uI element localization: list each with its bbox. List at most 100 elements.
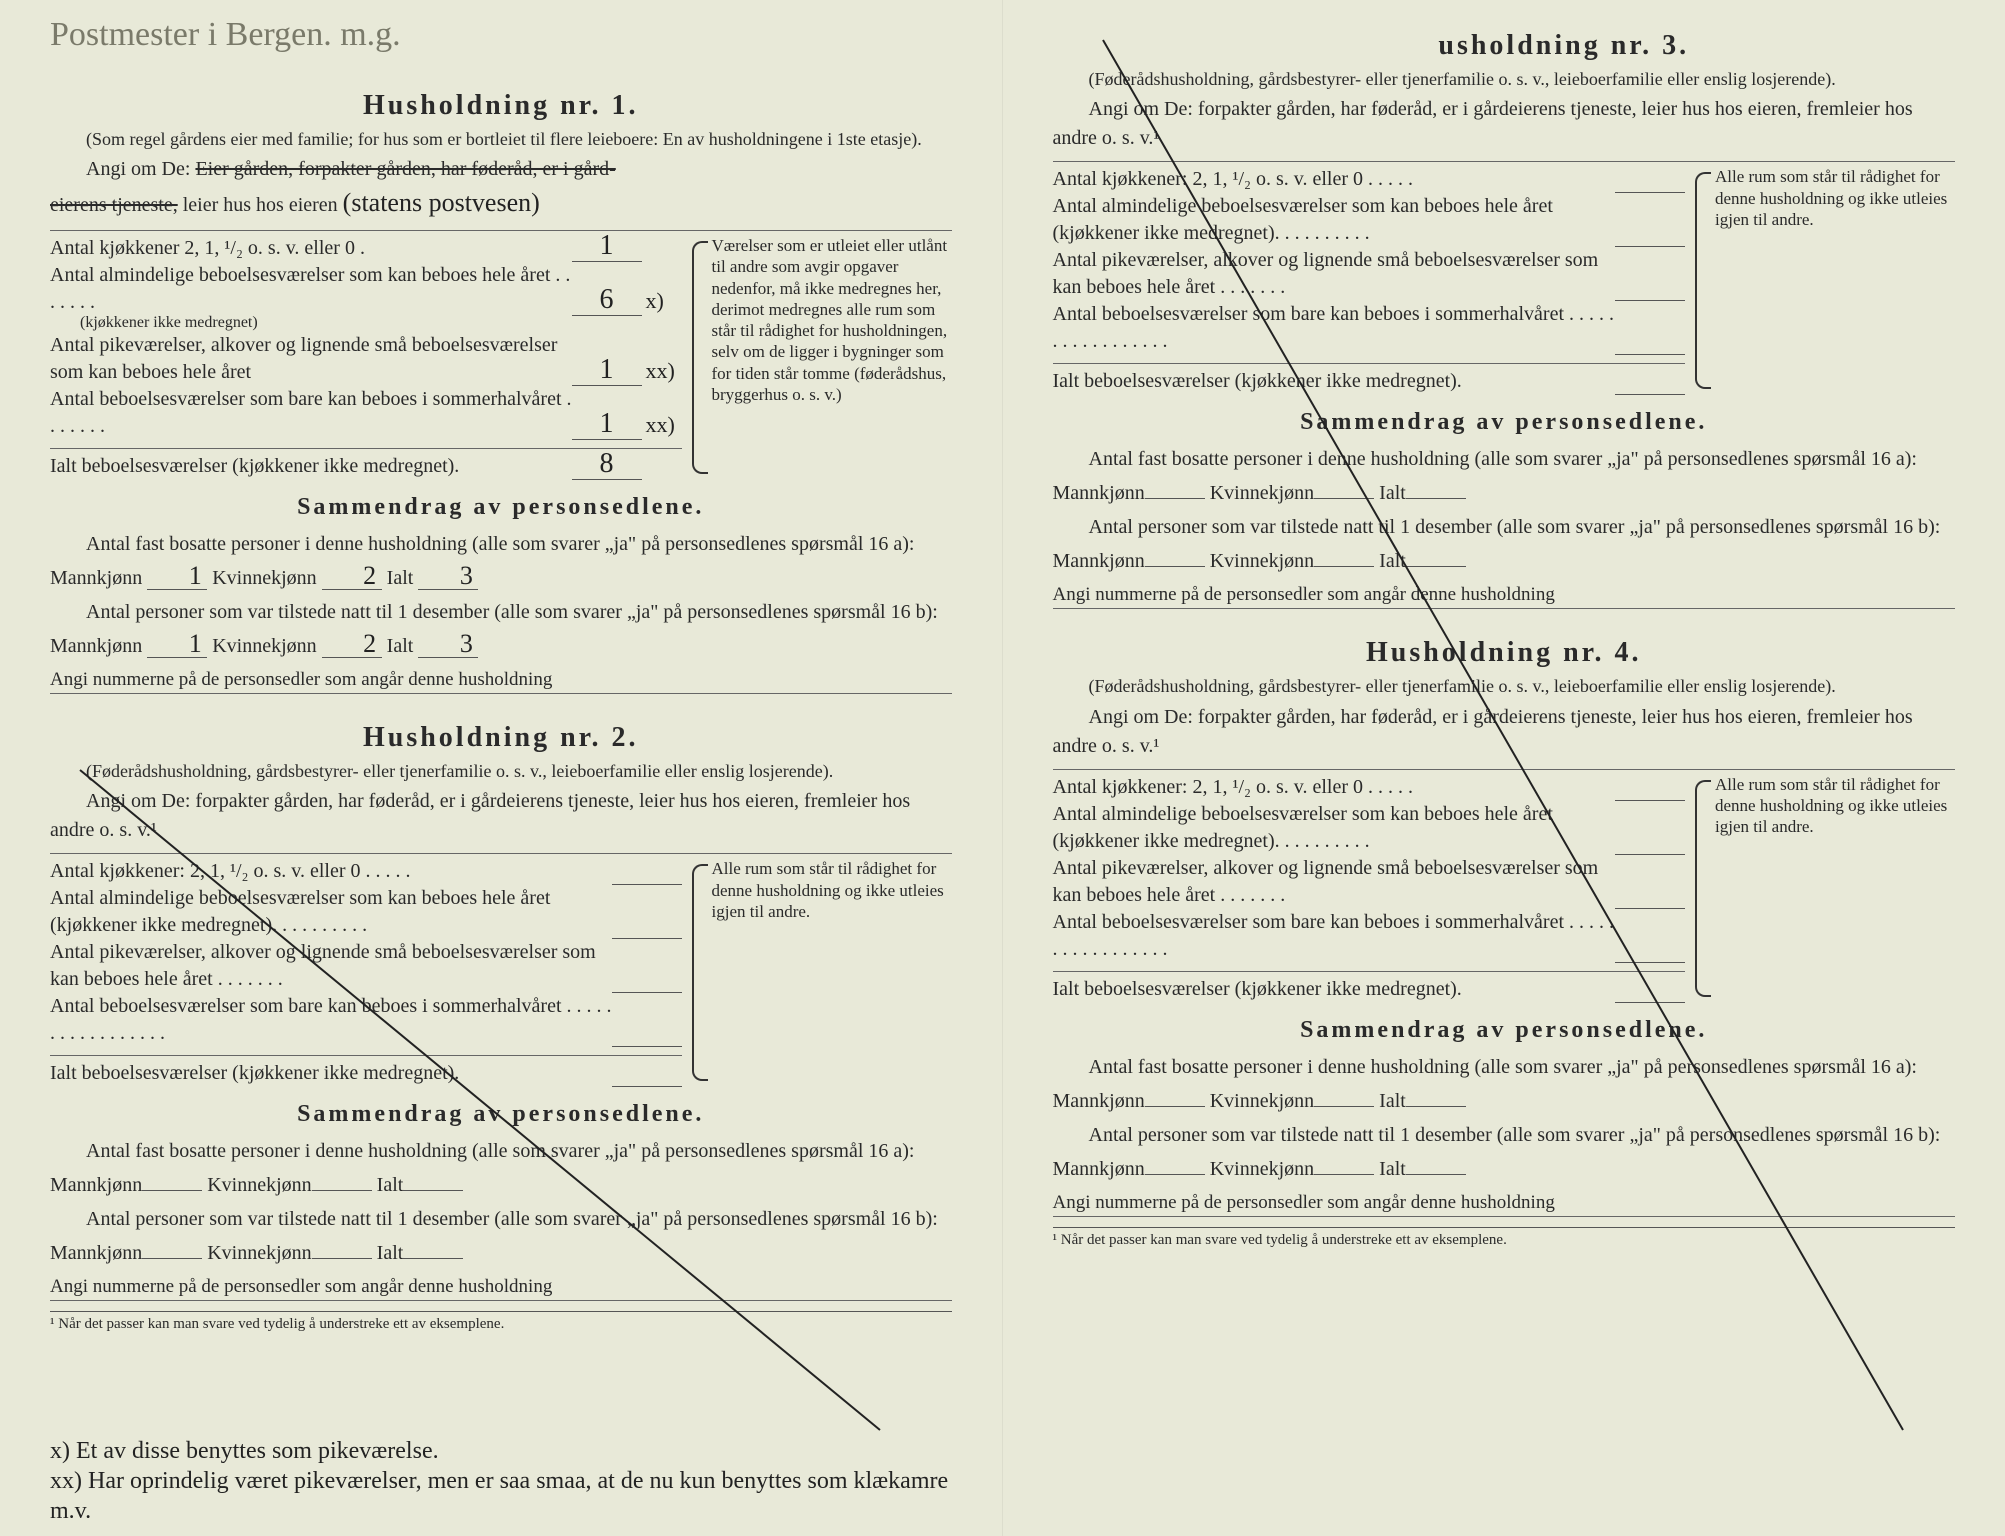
- hh4-kjokken-val: [1615, 774, 1685, 801]
- hh1-ialt-row: Ialt beboelsesværelser (kjøkkener ikke m…: [50, 453, 682, 480]
- hh2-m16b: [142, 1236, 202, 1259]
- hh1-line2: eierens tjeneste, leier hus hos eieren (…: [50, 184, 952, 222]
- hh1-kv-label-b: Kvinnekjønn: [212, 635, 316, 657]
- hh4-angi-text: Angi om De: forpakter gården, har føderå…: [1053, 706, 1913, 757]
- hh3-row3-val: [1615, 328, 1685, 355]
- household-2: Husholdning nr. 2. (Føderådshusholdning,…: [50, 722, 952, 1333]
- hh2-k16b: [312, 1236, 372, 1259]
- hh2-kjokken-val: [612, 858, 682, 885]
- hh3-m16a: [1145, 476, 1205, 499]
- hh2-m16a: [142, 1168, 202, 1191]
- hh2-anginum: Angi nummerne på de personsedler som ang…: [50, 1276, 952, 1301]
- hh3-row2-label: Antal pikeværelser, alkover og lignende …: [1053, 247, 1616, 301]
- hh2-sum-title: Sammendrag av personsedlene.: [50, 1101, 952, 1128]
- hh1-ialt-label: Ialt beboelsesværelser (kjøkkener ikke m…: [50, 453, 572, 480]
- hh1-angi: Angi om De: Eier gården, forpakter gårde…: [50, 155, 952, 184]
- household-1: Husholdning nr. 1. (Som regel gårdens ei…: [50, 90, 952, 694]
- hh4-kv-a: Kvinnekjønn: [1210, 1090, 1314, 1112]
- hh4-ialt-row: Ialt beboelsesværelser (kjøkkener ikke m…: [1053, 976, 1686, 1003]
- hh1-row3-text: Antal beboelsesværelser som bare kan beb…: [50, 388, 562, 410]
- hh3-note: (Føderådshusholdning, gårdsbestyrer- ell…: [1053, 68, 1956, 91]
- hh1-row1-sub: (kjøkkener ikke medregnet): [80, 314, 682, 332]
- hh2-row1-val: [612, 912, 682, 939]
- hh4-ialt-label: Ialt beboelsesværelser (kjøkkener ikke m…: [1053, 976, 1616, 1003]
- hh1-sum16a: Antal fast bosatte personer i denne hush…: [50, 527, 952, 595]
- hh1-kjokken-val: 1: [572, 235, 642, 262]
- hh4-row1-label: Antal almindelige beboelsesværelser som …: [1053, 801, 1616, 855]
- hh1-row3: Antal beboelsesværelser som bare kan beb…: [50, 386, 682, 440]
- hh4-row1-val: [1615, 828, 1685, 855]
- hh3-section: Antal kjøkkener: 2, 1, ¹/₂ o. s. v. elle…: [1053, 166, 1956, 395]
- hh2-k16a: [312, 1168, 372, 1191]
- hh1-strike2: eierens tjeneste,: [50, 194, 178, 216]
- hh3-angi-text: Angi om De: forpakter gården, har føderå…: [1053, 98, 1913, 149]
- footnote-left: ¹ Når det passer kan man svare ved tydel…: [50, 1311, 952, 1333]
- hh1-ialt-label-b: Ialt: [387, 635, 414, 657]
- hh3-k16a: [1314, 476, 1374, 499]
- hh1-left-block: Antal kjøkkener 2, 1, ¹/₂ o. s. v. eller…: [50, 235, 682, 480]
- household-3: usholdning nr. 3. (Føderådshusholdning, …: [1053, 30, 1956, 609]
- hh2-ialt-val: [612, 1060, 682, 1087]
- rule-5: [1053, 161, 1956, 162]
- hh1-i16a: 3: [418, 567, 478, 590]
- hh3-ialt-val: [1615, 368, 1685, 395]
- hh1-note: (Som regel gårdens eier med familie; for…: [50, 128, 952, 151]
- hh4-kv-b: Kvinnekjønn: [1210, 1158, 1314, 1180]
- hh4-m16b: [1145, 1152, 1205, 1175]
- hh2-ialt-a: Ialt: [377, 1174, 404, 1196]
- hh3-row1-label: Antal almindelige beboelsesværelser som …: [1053, 193, 1616, 247]
- hh1-angi-label: Angi om De:: [86, 158, 190, 180]
- hand-top-text: Postmester i Bergen. m.g.: [50, 16, 401, 53]
- hh1-title: Husholdning nr. 1.: [50, 90, 952, 122]
- hh1-leier: leier hus hos eieren: [183, 194, 338, 216]
- hh2-row2: Antal pikeværelser, alkover og lignende …: [50, 939, 682, 993]
- hh1-row1-ann: x): [642, 286, 682, 316]
- handwriting-bottom: x) Et av disse benyttes som pikeværelse.…: [50, 1436, 952, 1526]
- hh3-ialt-a: Ialt: [1379, 482, 1406, 504]
- rule-3: [50, 853, 952, 854]
- hh4-row2-label: Antal pikeværelser, alkover og lignende …: [1053, 855, 1616, 909]
- hh1-row1-val: 6: [572, 289, 642, 316]
- hh4-kjokken-label: Antal kjøkkener: 2, 1, ¹/₂ o. s. v. elle…: [1053, 774, 1616, 801]
- rule-2: [50, 448, 682, 449]
- hh3-k16b: [1314, 544, 1374, 567]
- hand-bottom-1: x) Et av disse benyttes som pikeværelse.: [50, 1436, 952, 1466]
- hh3-row2: Antal pikeværelser, alkover og lignende …: [1053, 247, 1686, 301]
- hh4-sum-title: Sammendrag av personsedlene.: [1053, 1017, 1956, 1044]
- hh1-kjokken-row: Antal kjøkkener 2, 1, ¹/₂ o. s. v. eller…: [50, 235, 682, 262]
- hh2-angi-text: Angi om De: forpakter gården, har føderå…: [50, 790, 910, 841]
- hh3-angi: Angi om De: forpakter gården, har føderå…: [1053, 95, 1956, 153]
- hh1-kjokken-label: Antal kjøkkener 2, 1, ¹/₂ o. s. v. eller…: [50, 235, 572, 262]
- hh3-sum16b: Antal personer som var tilstede natt til…: [1053, 510, 1956, 578]
- hh3-ialt-row: Ialt beboelsesværelser (kjøkkener ikke m…: [1053, 368, 1686, 395]
- hh3-ialt-b: Ialt: [1379, 550, 1406, 572]
- hh4-angi: Angi om De: forpakter gården, har føderå…: [1053, 703, 1956, 761]
- hh3-kv-b: Kvinnekjønn: [1210, 550, 1314, 572]
- hh2-anginum-text: Angi nummerne på de personsedler som ang…: [50, 1276, 552, 1297]
- rule-7: [1053, 769, 1956, 770]
- hh1-sum16b: Antal personer som var tilstede natt til…: [50, 595, 952, 663]
- hh2-row1-label: Antal almindelige beboelsesværelser som …: [50, 885, 612, 939]
- hh4-ialt-a: Ialt: [1379, 1090, 1406, 1112]
- hh2-left-block: Antal kjøkkener: 2, 1, ¹/₂ o. s. v. elle…: [50, 858, 682, 1087]
- right-column: usholdning nr. 3. (Føderådshusholdning, …: [1003, 0, 2005, 1536]
- hh1-row3-label: Antal beboelsesværelser som bare kan beb…: [50, 386, 572, 440]
- hh1-k16a: 2: [322, 567, 382, 590]
- hh2-kjokken-row: Antal kjøkkener: 2, 1, ¹/₂ o. s. v. elle…: [50, 858, 682, 885]
- hh2-i16a: [403, 1168, 463, 1191]
- hh2-kv-b: Kvinnekjønn: [207, 1242, 311, 1264]
- hh2-ialt-label: Ialt beboelsesværelser (kjøkkener ikke m…: [50, 1060, 612, 1087]
- hh3-row2-val: [1615, 274, 1685, 301]
- hh3-kjokken-row: Antal kjøkkener: 2, 1, ¹/₂ o. s. v. elle…: [1053, 166, 1686, 193]
- hh2-row3-label: Antal beboelsesværelser som bare kan beb…: [50, 993, 612, 1047]
- hh4-sum16b: Antal personer som var tilstede natt til…: [1053, 1118, 1956, 1186]
- hh3-i16b: [1406, 544, 1466, 567]
- hh4-ialt-b: Ialt: [1379, 1158, 1406, 1180]
- hh4-section: Antal kjøkkener: 2, 1, ¹/₂ o. s. v. elle…: [1053, 774, 1956, 1003]
- hh4-anginum-text: Angi nummerne på de personsedler som ang…: [1053, 1192, 1555, 1213]
- hh3-row3: Antal beboelsesværelser som bare kan beb…: [1053, 301, 1686, 355]
- hh2-sum16a: Antal fast bosatte personer i denne hush…: [50, 1134, 952, 1202]
- footnote-right: ¹ Når det passer kan man svare ved tydel…: [1053, 1227, 1956, 1249]
- hh4-row2: Antal pikeværelser, alkover og lignende …: [1053, 855, 1686, 909]
- hh1-row3-ann: xx): [642, 410, 682, 440]
